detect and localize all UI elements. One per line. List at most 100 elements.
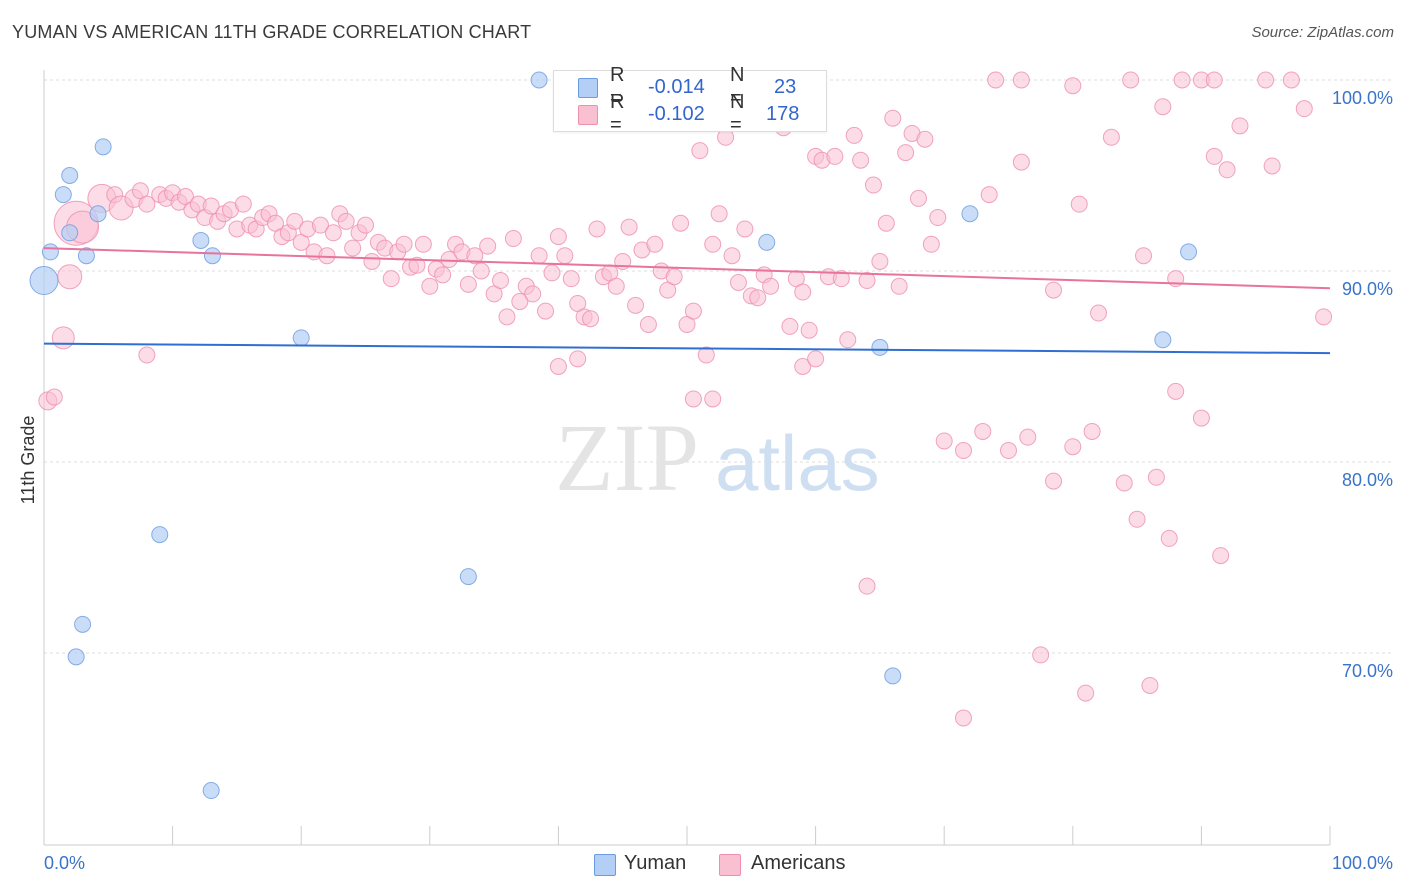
point-yuman xyxy=(61,167,79,184)
point-yuman xyxy=(961,205,979,223)
point-americans xyxy=(916,130,934,148)
point-americans xyxy=(704,390,722,408)
point-americans xyxy=(311,216,329,234)
point-americans xyxy=(1012,71,1030,89)
point-americans xyxy=(472,262,490,280)
point-americans xyxy=(974,422,992,440)
point-americans xyxy=(562,270,580,288)
y-tick-label: 100.0% xyxy=(1332,88,1393,108)
point-americans xyxy=(922,235,940,253)
legend-swatch-yuman xyxy=(578,78,598,98)
point-americans xyxy=(684,390,702,408)
trend-line-americans xyxy=(43,247,1331,290)
point-americans xyxy=(1019,428,1037,446)
point-americans xyxy=(691,142,709,160)
point-americans xyxy=(1090,304,1108,322)
point-americans xyxy=(954,442,972,460)
point-americans xyxy=(704,235,722,253)
point-americans xyxy=(852,151,870,169)
point-americans xyxy=(569,350,587,368)
point-americans xyxy=(665,268,683,286)
point-americans xyxy=(832,270,850,288)
legend-swatch-americans xyxy=(578,105,598,125)
point-americans xyxy=(826,147,844,165)
y-tick-label: 70.0% xyxy=(1342,661,1393,681)
x-tick-label-max: 100.0% xyxy=(1332,853,1393,873)
point-americans xyxy=(543,264,561,282)
point-americans xyxy=(929,209,947,227)
point-yuman xyxy=(151,526,169,544)
point-americans xyxy=(498,308,516,326)
point-yuman xyxy=(94,138,112,156)
point-americans xyxy=(1167,382,1185,400)
point-americans xyxy=(729,273,747,291)
legend-n-label: N = xyxy=(730,91,745,136)
trend-lines xyxy=(43,247,1331,355)
point-americans xyxy=(858,272,876,290)
legend-n-value-americans: 178 xyxy=(766,102,800,125)
point-yuman xyxy=(758,233,776,251)
point-americans xyxy=(434,266,452,284)
point-americans xyxy=(954,709,972,727)
point-americans xyxy=(286,212,304,230)
point-americans xyxy=(1160,529,1178,547)
point-yuman xyxy=(292,329,310,347)
point-yuman xyxy=(54,186,72,204)
point-americans xyxy=(871,252,889,270)
point-yuman xyxy=(203,247,221,265)
point-americans xyxy=(807,350,825,368)
y-axis-label: 11th Grade xyxy=(18,416,38,505)
point-yuman xyxy=(61,224,79,242)
point-americans xyxy=(794,283,812,301)
point-yuman xyxy=(67,648,85,666)
point-yuman xyxy=(1180,243,1198,261)
point-americans xyxy=(549,358,567,375)
point-yuman xyxy=(192,231,210,249)
point-americans xyxy=(639,315,657,333)
point-americans xyxy=(877,214,895,232)
point-americans xyxy=(1000,442,1017,460)
point-americans xyxy=(646,235,664,253)
point-americans xyxy=(382,270,400,288)
chart-title: YUMAN VS AMERICAN 11TH GRADE CORRELATION… xyxy=(12,22,532,42)
point-americans xyxy=(537,302,555,320)
point-americans xyxy=(466,247,484,265)
point-yuman xyxy=(530,71,548,89)
point-americans xyxy=(697,346,715,364)
point-americans xyxy=(1012,153,1030,171)
point-americans xyxy=(607,277,625,295)
legend-r-label: R = xyxy=(610,91,625,136)
point-americans xyxy=(1212,547,1230,565)
point-yuman xyxy=(89,205,107,223)
point-americans xyxy=(1154,98,1172,116)
point-americans xyxy=(845,126,863,144)
point-americans xyxy=(318,247,336,265)
point-americans xyxy=(588,220,606,238)
y-tick-label: 90.0% xyxy=(1342,279,1393,299)
point-americans xyxy=(202,197,220,215)
point-yuman xyxy=(77,247,95,265)
point-americans xyxy=(839,331,857,349)
point-americans xyxy=(524,285,542,303)
point-americans xyxy=(1128,510,1146,528)
point-americans xyxy=(909,189,927,207)
point-americans xyxy=(1064,77,1082,95)
point-americans xyxy=(459,275,477,293)
series-americans xyxy=(38,71,1333,727)
point-americans xyxy=(1282,71,1300,89)
point-americans xyxy=(864,176,882,194)
x-tick-label-min: 0.0% xyxy=(44,853,85,873)
bottom-legend-label-yuman: Yuman xyxy=(624,852,687,874)
point-americans xyxy=(511,293,529,311)
source-label: Source: ZipAtlas.com xyxy=(1251,24,1394,41)
point-americans xyxy=(51,326,75,350)
point-americans xyxy=(987,71,1005,89)
point-americans xyxy=(45,388,63,406)
point-americans xyxy=(504,230,522,248)
point-americans xyxy=(884,109,902,127)
watermark: ZIP atlas xyxy=(555,404,880,511)
point-americans xyxy=(620,218,638,236)
point-yuman xyxy=(74,615,92,633)
point-americans xyxy=(1295,100,1313,118)
point-americans xyxy=(479,237,497,255)
